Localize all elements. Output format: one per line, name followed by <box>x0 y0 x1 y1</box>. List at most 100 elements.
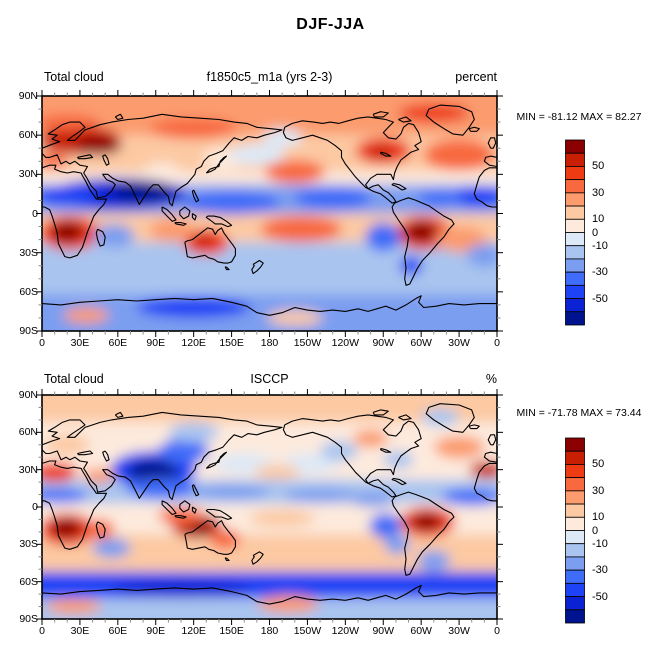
colorbar-tick-label: 10 <box>592 213 605 226</box>
lat-tick-label: 0 <box>32 501 38 513</box>
panel1-case-label: f1850c5_m1a (yrs 2-3) <box>206 70 333 84</box>
lon-tick-label: 90E <box>146 625 166 637</box>
lon-tick-label: 90W <box>372 337 395 349</box>
colorbar-cell <box>565 245 585 260</box>
panel1-units-label: percent <box>455 70 497 84</box>
lon-tick-label: 90E <box>146 337 166 349</box>
colorbar-tick-label: 10 <box>592 511 605 524</box>
lon-tick-label: 150W <box>293 625 322 637</box>
lat-tick-label: 0 <box>32 207 38 220</box>
colorbar-cell <box>565 543 585 558</box>
lat-tick-label: 90N <box>18 389 38 401</box>
lon-tick-label: 0 <box>39 337 45 349</box>
lon-tick-label: 120E <box>181 625 206 637</box>
coastlines <box>42 104 497 316</box>
lon-tick-label: 0 <box>494 625 500 637</box>
colorbar-cell <box>565 258 585 273</box>
colorbar-cell <box>565 450 585 465</box>
panel2-minmax-label: MIN = -71.78 MAX = 73.44 <box>516 407 642 419</box>
colorbar-tick-label: -30 <box>592 266 608 279</box>
colorbar-tick-label: 50 <box>592 160 605 173</box>
colorbar-cell <box>565 205 585 220</box>
colorbar-tick-label: -50 <box>592 590 608 603</box>
lon-tick-label: 60W <box>410 337 432 349</box>
panel2-variable-label: Total cloud <box>44 372 104 386</box>
lon-tick-label: 180 <box>260 625 279 637</box>
colorbar-cell <box>565 284 585 299</box>
lon-tick-label: 30W <box>448 337 470 349</box>
lon-tick-label: 30E <box>70 625 90 637</box>
panel2-map <box>36 389 503 625</box>
colorbar-tick-label: -10 <box>592 239 608 252</box>
panel2-case-label: ISCCP <box>250 372 289 386</box>
lon-tick-label: 30W <box>448 625 470 637</box>
lon-tick-label: 150E <box>219 337 244 349</box>
figure-title: DJF-JJA <box>296 16 365 33</box>
lon-tick-label: 60E <box>108 337 128 349</box>
lon-tick-label: 150E <box>219 625 244 637</box>
lon-tick-label: 120W <box>331 337 360 349</box>
lon-tick-label: 60E <box>108 625 128 637</box>
colorbar-cell <box>565 139 585 154</box>
lat-tick-label: 60N <box>18 426 38 439</box>
colorbar-cell <box>565 437 585 452</box>
colorbar-cell <box>565 516 585 531</box>
lon-tick-label: 60W <box>410 625 432 637</box>
colorbar-cell <box>565 582 585 597</box>
colorbar-cell <box>565 477 585 492</box>
axis-ticks <box>36 90 503 337</box>
lon-tick-label: 0 <box>494 337 500 349</box>
lon-tick-label: 120E <box>181 337 206 349</box>
contour-field <box>42 395 497 619</box>
lat-tick-label: 60S <box>19 285 38 298</box>
coastlines <box>42 403 497 605</box>
colorbar-tick-label: -50 <box>592 292 608 305</box>
lat-tick-label: 30N <box>18 463 38 476</box>
colorbar-tick-label: 30 <box>592 186 605 199</box>
lat-tick-label: 30S <box>19 538 38 551</box>
lon-tick-label: 30E <box>70 337 90 349</box>
colorbar-cell <box>565 503 585 518</box>
colorbar-cell <box>565 152 585 167</box>
lat-tick-label: 60S <box>19 575 38 588</box>
lon-tick-label: 180 <box>260 337 279 349</box>
panel1-variable-label: Total cloud <box>44 70 104 84</box>
contour-field <box>42 96 497 331</box>
colorbar-tick-label: 30 <box>592 484 605 497</box>
colorbar-cell <box>565 490 585 505</box>
colorbar-cell <box>565 192 585 207</box>
lat-tick-label: 90N <box>18 90 38 102</box>
colorbar-cell <box>565 232 585 247</box>
colorbar-cell <box>565 464 585 479</box>
lat-tick-label: 90S <box>19 325 38 337</box>
colorbar-tick-label: 0 <box>592 524 599 537</box>
panel1-map <box>36 90 503 337</box>
colorbar-cell <box>565 530 585 545</box>
colorbar-cell <box>565 271 585 286</box>
colorbar-cell <box>565 569 585 584</box>
colorbar-cell <box>565 166 585 181</box>
colorbar-cell <box>565 311 585 326</box>
lon-tick-label: 150W <box>293 337 322 349</box>
colorbar-tick-label: -30 <box>592 564 608 577</box>
colorbar-cell <box>565 218 585 233</box>
lon-tick-label: 90W <box>372 625 395 637</box>
lat-tick-label: 30N <box>18 168 38 181</box>
colorbar-cell <box>565 179 585 194</box>
colorbar-cell <box>565 298 585 313</box>
panel1-minmax-label: MIN = -81.12 MAX = 82.27 <box>516 111 642 123</box>
lon-tick-label: 0 <box>39 625 45 637</box>
panel2-units-label: % <box>485 372 497 386</box>
lon-tick-label: 120W <box>331 625 360 637</box>
panel2-colorbar <box>565 437 585 624</box>
colorbar-tick-label: -10 <box>592 537 608 550</box>
colorbar-cell <box>565 556 585 571</box>
colorbar-tick-label: 50 <box>592 458 605 471</box>
lat-tick-label: 30S <box>19 246 38 259</box>
axis-ticks <box>36 389 503 625</box>
colorbar-cell <box>565 596 585 611</box>
panel1-colorbar <box>565 139 585 326</box>
colorbar-tick-label: 0 <box>592 226 599 239</box>
colorbar-cell <box>565 609 585 624</box>
